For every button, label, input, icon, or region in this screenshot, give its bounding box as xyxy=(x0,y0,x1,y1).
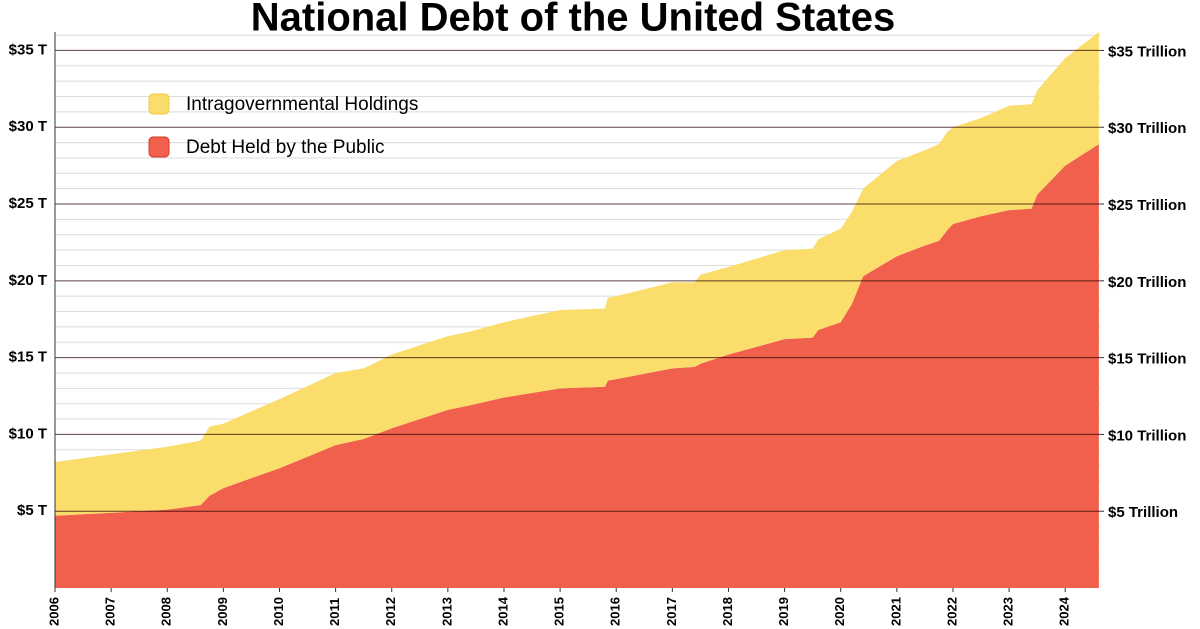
y2-tick-label: $30 Trillion xyxy=(1108,120,1186,137)
legend-swatch xyxy=(148,136,170,158)
y2-tick-label: $20 Trillion xyxy=(1108,274,1186,291)
y2-tick-label: $25 Trillion xyxy=(1108,197,1186,214)
x-tick-label: 2012 xyxy=(383,597,398,626)
x-tick-label: 2024 xyxy=(1057,596,1072,626)
x-tick-label: 2015 xyxy=(552,597,567,626)
x-tick-label: 2016 xyxy=(608,597,623,626)
x-tick-label: 2017 xyxy=(664,597,679,626)
x-tick-label: 2008 xyxy=(159,597,174,626)
x-tick-label: 2014 xyxy=(495,596,510,626)
x-tick-label: 2010 xyxy=(271,597,286,626)
x-tick-label: 2019 xyxy=(776,597,791,626)
y2-tick-label: $5 Trillion xyxy=(1108,504,1178,521)
y-tick-label: $35 T xyxy=(9,41,47,58)
x-tick-label: 2022 xyxy=(944,597,959,626)
x-tick-label: 2007 xyxy=(103,597,118,626)
legend-label: Intragovernmental Holdings xyxy=(186,94,418,115)
y-tick-label: $10 T xyxy=(9,425,47,442)
x-tick-label: 2018 xyxy=(720,597,735,626)
y2-tick-label: $15 Trillion xyxy=(1108,351,1186,368)
x-tick-label: 2023 xyxy=(1001,597,1016,626)
y-tick-label: $15 T xyxy=(9,349,47,366)
y-tick-label: $20 T xyxy=(9,272,47,289)
x-tick-label: 2006 xyxy=(46,597,61,626)
chart-title: National Debt of the United States xyxy=(251,0,896,40)
y-tick-label: $5 T xyxy=(17,502,47,519)
y2-tick-label: $35 Trillion xyxy=(1108,43,1186,60)
x-tick-label: 2020 xyxy=(832,597,847,626)
x-tick-label: 2009 xyxy=(215,597,230,626)
y2-tick-label: $10 Trillion xyxy=(1108,427,1186,444)
x-tick-label: 2013 xyxy=(439,597,454,626)
y-tick-label: $30 T xyxy=(9,118,47,135)
x-tick-label: 2021 xyxy=(888,597,903,626)
x-tick-label: 2011 xyxy=(327,598,342,626)
area xyxy=(55,144,1099,588)
area xyxy=(55,32,1099,516)
legend-label: Debt Held by the Public xyxy=(186,137,385,158)
y-tick-label: $25 T xyxy=(9,195,47,212)
legend-swatch xyxy=(148,93,170,115)
